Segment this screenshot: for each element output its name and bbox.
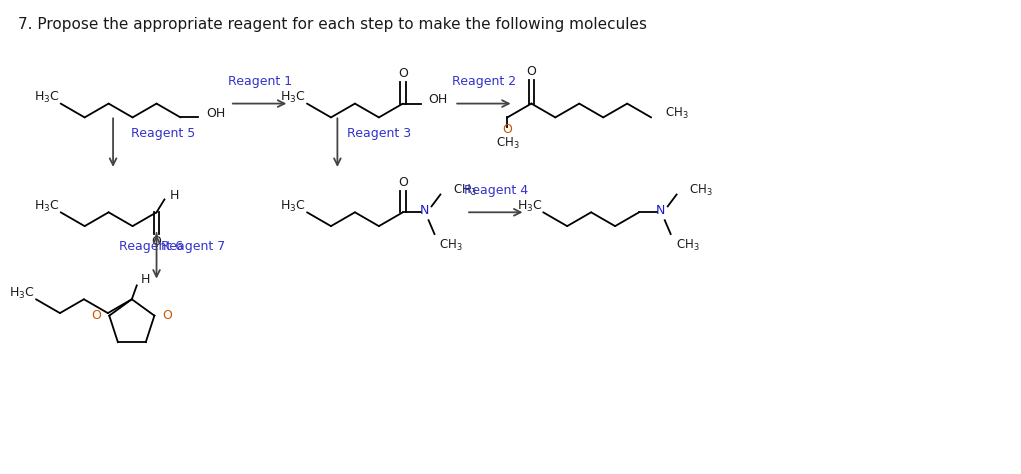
Text: N: N [420,204,429,217]
Text: O: O [92,309,101,322]
Text: $\mathregular{CH_3}$: $\mathregular{CH_3}$ [689,183,713,198]
Text: O: O [527,65,536,79]
Text: $\mathregular{CH_3}$: $\mathregular{CH_3}$ [453,183,477,198]
Text: $\mathregular{H_3C}$: $\mathregular{H_3C}$ [281,90,306,105]
Text: O: O [502,123,513,136]
Text: OH: OH [206,107,226,120]
Text: OH: OH [429,93,448,106]
Text: 7. Propose the appropriate reagent for each step to make the following molecules: 7. Propose the appropriate reagent for e… [18,17,647,32]
Text: Reagent 7: Reagent 7 [161,240,226,254]
Text: O: O [398,176,407,189]
Text: H: H [169,189,179,202]
Text: $\mathregular{H_3C}$: $\mathregular{H_3C}$ [34,90,59,105]
Text: $\mathregular{H_3C}$: $\mathregular{H_3C}$ [517,199,542,214]
Text: O: O [398,67,407,81]
Text: $\mathregular{H_3C}$: $\mathregular{H_3C}$ [34,199,59,214]
Text: $\mathregular{CH_3}$: $\mathregular{CH_3}$ [665,106,689,121]
Text: Reagent 5: Reagent 5 [131,127,195,140]
Text: O: O [162,309,173,322]
Text: O: O [151,236,161,248]
Text: $\mathregular{CH_3}$: $\mathregular{CH_3}$ [676,238,699,254]
Text: Reagent 6: Reagent 6 [119,240,183,254]
Text: $\mathregular{H_3C}$: $\mathregular{H_3C}$ [9,286,35,301]
Text: Reagent 2: Reagent 2 [452,75,516,88]
Text: Reagent 4: Reagent 4 [464,184,528,197]
Text: $\mathregular{CH_3}$: $\mathregular{CH_3}$ [495,136,520,151]
Text: $\mathregular{CH_3}$: $\mathregular{CH_3}$ [439,238,464,254]
Text: Reagent 3: Reagent 3 [347,127,411,140]
Text: H: H [141,273,150,286]
Text: $\mathregular{H_3C}$: $\mathregular{H_3C}$ [281,199,306,214]
Text: Reagent 1: Reagent 1 [228,75,292,88]
Text: N: N [657,204,666,217]
